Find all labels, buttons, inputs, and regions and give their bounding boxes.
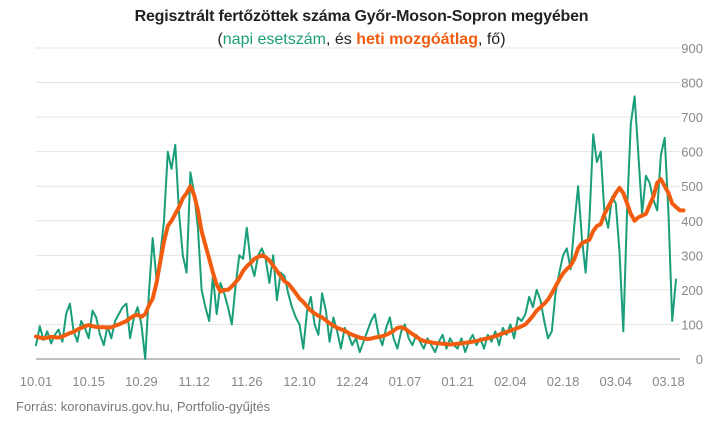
y-tick-label: 300 [681, 248, 703, 263]
y-tick-label: 100 [681, 317, 703, 332]
subtitle-open: ( [217, 31, 223, 48]
x-tick-label: 10.15 [72, 374, 105, 389]
subtitle-daily-label: napi esetszám [222, 31, 326, 48]
x-tick-label: 01.07 [389, 374, 422, 389]
y-tick-label: 700 [681, 110, 703, 125]
subtitle-close: , fő) [477, 31, 506, 48]
x-tick-label: 12.24 [336, 374, 369, 389]
weekly-average-line [34, 177, 686, 347]
chart-series [34, 95, 686, 360]
y-tick-label: 900 [681, 41, 703, 56]
x-tick-label: 01.21 [441, 374, 474, 389]
x-tick-label: 03.04 [599, 374, 632, 389]
subtitle-separator: , és [325, 31, 357, 48]
x-tick-label: 11.12 [178, 374, 210, 389]
y-tick-label: 200 [681, 283, 703, 298]
x-tick-label: 10.01 [20, 374, 53, 389]
y-tick-label: 800 [681, 76, 703, 91]
subtitle-average-label: heti mozgóátlag [356, 31, 478, 48]
chart-subtitle: (napi esetszám, és heti mozgóátlag, fő) [0, 31, 723, 49]
x-tick-label: 02.18 [547, 374, 580, 389]
x-tick-label: 03.18 [652, 374, 685, 389]
x-tick-label: 12.10 [283, 374, 316, 389]
gridlines [36, 47, 680, 360]
source-note: Forrás: koronavirus.gov.hu, Portfolio-gy… [16, 399, 271, 414]
x-tick-label: 11.26 [231, 374, 263, 389]
x-axis-tick-labels: 10.01 10.15 10.29 11.12 11.26 12.10 12.24 01.07… [20, 374, 685, 389]
daily-cases-line [35, 95, 677, 360]
x-tick-label: 02.04 [494, 374, 527, 389]
y-tick-label: 400 [681, 214, 703, 229]
x-tick-label: 10.29 [125, 374, 158, 389]
y-tick-label: 600 [681, 145, 703, 160]
y-axis-tick-labels: 0 100 200 300 400 500 600 700 800 900 [681, 41, 703, 367]
chart-title: Regisztrált fertőzöttek száma Győr-Moson… [134, 8, 589, 25]
y-tick-label: 0 [696, 352, 703, 367]
y-tick-label: 500 [681, 179, 703, 194]
